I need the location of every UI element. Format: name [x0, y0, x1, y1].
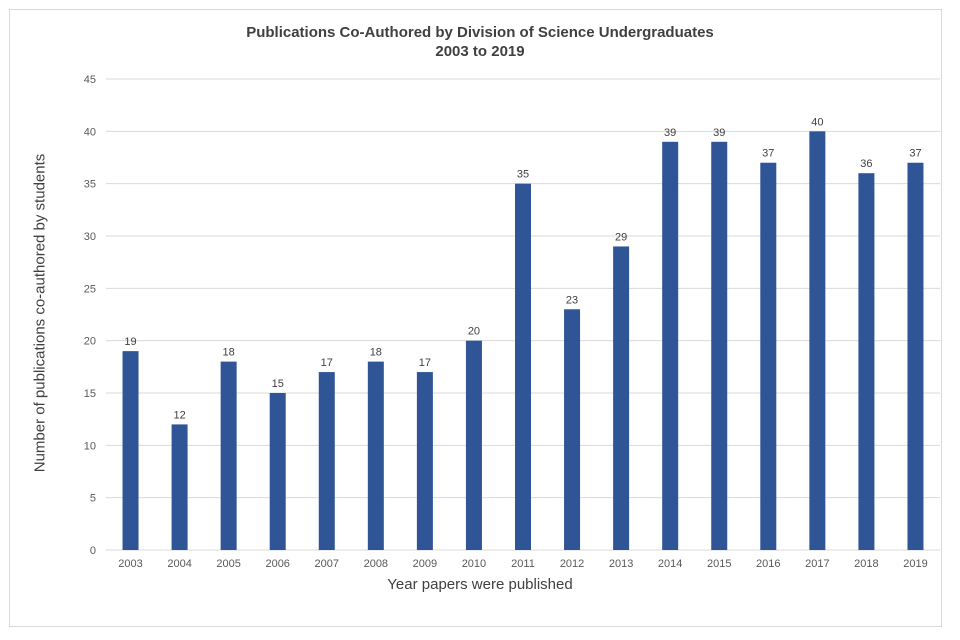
data-label: 39	[713, 127, 725, 139]
bar	[662, 141, 679, 551]
x-tick-label: 2006	[265, 558, 289, 570]
data-label: 18	[370, 347, 382, 359]
bar	[367, 361, 384, 550]
data-label: 39	[664, 127, 676, 139]
data-label: 12	[173, 409, 185, 421]
data-label: 18	[223, 347, 235, 359]
bar	[269, 393, 286, 550]
bar	[760, 162, 777, 550]
data-label: 37	[909, 148, 921, 160]
y-tick-label: 0	[90, 545, 96, 557]
x-tick-label: 2008	[364, 558, 388, 570]
y-tick-label: 40	[84, 126, 96, 138]
bar	[858, 173, 875, 550]
chart-title: Publications Co-Authored by Division of …	[246, 24, 714, 41]
bar	[220, 361, 237, 550]
data-label: 35	[517, 169, 529, 181]
bar	[416, 372, 433, 550]
bar	[907, 162, 924, 550]
x-tick-label: 2019	[903, 558, 927, 570]
data-label: 36	[860, 158, 872, 170]
bar	[809, 131, 826, 551]
x-tick-label: 2009	[413, 558, 437, 570]
bar	[122, 351, 139, 550]
x-tick-label: 2004	[167, 558, 191, 570]
data-label: 17	[419, 357, 431, 369]
data-label: 37	[762, 148, 774, 160]
y-tick-label: 30	[84, 231, 96, 243]
x-tick-label: 2013	[609, 558, 633, 570]
y-tick-label: 45	[84, 74, 96, 86]
bar	[318, 372, 335, 550]
x-tick-label: 2005	[216, 558, 240, 570]
bar	[171, 424, 188, 550]
y-tick-label: 25	[84, 283, 96, 295]
x-axis-label: Year papers were published	[387, 576, 573, 593]
data-label: 19	[124, 336, 136, 348]
y-tick-label: 35	[84, 179, 96, 191]
chart-subtitle: 2003 to 2019	[435, 43, 525, 60]
bar	[613, 246, 630, 550]
x-tick-label: 2017	[805, 558, 829, 570]
x-tick-label: 2011	[511, 558, 535, 570]
y-tick-label: 15	[84, 388, 96, 400]
data-label: 40	[811, 116, 823, 128]
bar	[465, 340, 482, 550]
x-tick-label: 2016	[756, 558, 780, 570]
data-label: 23	[566, 294, 578, 306]
bar	[564, 309, 581, 550]
x-tick-label: 2012	[560, 558, 584, 570]
bar	[515, 183, 531, 550]
x-tick-label: 2015	[707, 558, 731, 570]
data-label: 20	[468, 326, 480, 338]
y-tick-label: 10	[84, 440, 96, 452]
x-tick-label: 2003	[118, 558, 142, 570]
x-tick-label: 2010	[462, 558, 486, 570]
y-tick-label: 5	[90, 493, 96, 505]
x-tick-label: 2018	[854, 558, 878, 570]
data-label: 15	[272, 378, 284, 390]
data-label: 29	[615, 231, 627, 243]
bar	[711, 141, 728, 551]
x-tick-label: 2007	[315, 558, 339, 570]
data-label: 17	[321, 357, 333, 369]
y-tick-label: 20	[84, 336, 96, 348]
x-tick-label: 2014	[658, 558, 682, 570]
